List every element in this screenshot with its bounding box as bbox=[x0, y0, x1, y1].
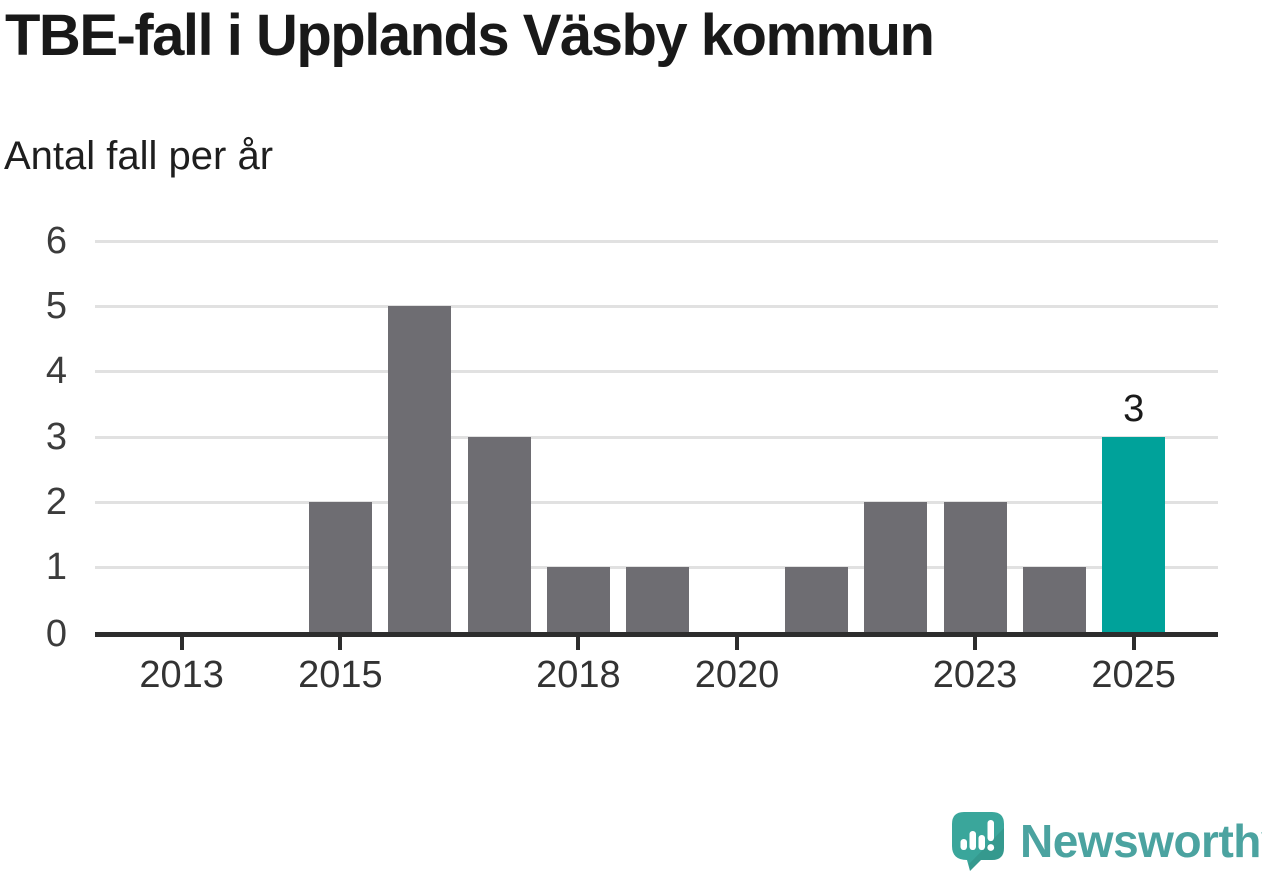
bar-2017 bbox=[467, 436, 531, 632]
bar-2021 bbox=[784, 566, 848, 632]
gridline-4 bbox=[95, 370, 1218, 374]
bar-2018 bbox=[546, 566, 610, 632]
x-axis-label-2018: 2018 bbox=[536, 654, 621, 696]
chart-title: TBE-fall i Upplands Väsby kommun bbox=[5, 3, 935, 68]
x-axis-tick-2023 bbox=[973, 637, 977, 650]
chart-subtitle: Antal fall per år bbox=[4, 134, 274, 178]
x-axis-line bbox=[95, 632, 1218, 637]
bar-2022 bbox=[864, 501, 928, 632]
x-axis-label-2025: 2025 bbox=[1091, 654, 1176, 696]
x-axis-tick-2013 bbox=[179, 637, 184, 650]
y-axis-label-3: 3 bbox=[45, 415, 67, 458]
x-axis-label-2020: 2020 bbox=[694, 654, 780, 696]
y-axis-label-1: 1 bbox=[45, 545, 67, 588]
x-axis-label-2023: 2023 bbox=[932, 654, 1018, 696]
bar-2024 bbox=[1022, 566, 1086, 632]
gridline-5 bbox=[95, 305, 1218, 309]
x-axis-label-2015: 2015 bbox=[298, 654, 383, 696]
x-axis-label-2013: 2013 bbox=[139, 654, 224, 696]
bar-2025 bbox=[1102, 436, 1166, 632]
gridline-2 bbox=[95, 500, 1218, 504]
bar-2015 bbox=[308, 501, 372, 632]
y-axis-label-0: 0 bbox=[45, 613, 67, 655]
bar-2023 bbox=[943, 501, 1007, 632]
bar-value-label: 3 bbox=[1123, 387, 1145, 430]
gridline-6 bbox=[95, 240, 1218, 243]
gridline-3 bbox=[95, 435, 1218, 439]
y-axis-label-6: 6 bbox=[45, 220, 67, 262]
newsworthy-bubble-chart-icon bbox=[952, 812, 1004, 871]
newsworthy-logo: Newsworthy bbox=[950, 810, 1262, 872]
x-axis-tick-2015 bbox=[338, 637, 343, 650]
x-axis-tick-2018 bbox=[576, 637, 581, 650]
x-axis-tick-2025 bbox=[1131, 637, 1136, 650]
y-axis-label-5: 5 bbox=[45, 285, 67, 328]
bar-2016 bbox=[388, 306, 452, 632]
x-axis-tick-2020 bbox=[735, 637, 739, 650]
newsworthy-logo-text: Newsworthy bbox=[1020, 815, 1262, 867]
y-axis-label-4: 4 bbox=[45, 350, 67, 393]
bar-2019 bbox=[626, 566, 690, 632]
y-axis-label-2: 2 bbox=[45, 480, 67, 523]
